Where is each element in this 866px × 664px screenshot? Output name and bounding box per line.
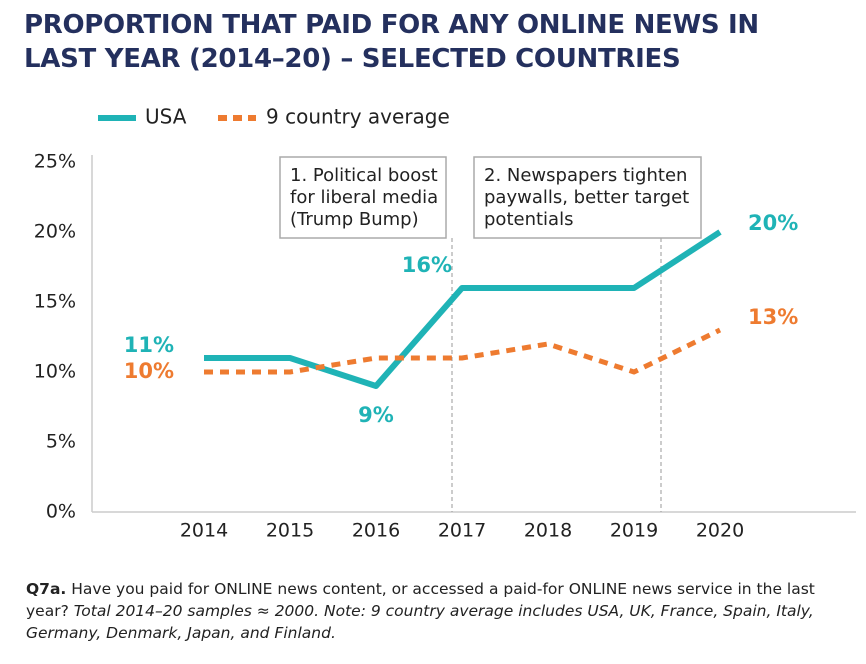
y-tick-label: 10% xyxy=(34,361,76,383)
x-tick-label: 2020 xyxy=(696,520,744,542)
y-tick-label: 25% xyxy=(34,151,76,173)
data-label: 10% xyxy=(124,359,174,383)
series-line xyxy=(204,327,722,375)
annotation-text: (Trump Bump) xyxy=(290,209,419,230)
legend-label: USA xyxy=(145,105,187,129)
data-label: 20% xyxy=(748,211,798,235)
note-label: Q7a. xyxy=(26,580,67,598)
x-tick-label: 2016 xyxy=(352,520,400,542)
annotation-text: 2. Newspapers tighten xyxy=(484,165,687,186)
annotation-box xyxy=(473,156,702,239)
y-tick-label: 5% xyxy=(46,431,76,453)
chart-title: PROPORTION THAT PAID FOR ANY ONLINE NEWS… xyxy=(24,10,759,74)
series-line xyxy=(204,229,722,389)
x-tick-label: 2014 xyxy=(180,520,228,542)
legend-label: 9 country average xyxy=(266,105,450,129)
annotation-text: for liberal media xyxy=(290,187,438,208)
data-label: 16% xyxy=(402,253,452,277)
x-tick-label: 2018 xyxy=(524,520,572,542)
x-tick-label: 2019 xyxy=(610,520,658,542)
annotation-text: paywalls, better target xyxy=(484,187,689,208)
data-label: 13% xyxy=(748,305,798,329)
y-tick-label: 20% xyxy=(34,221,76,243)
annotation-text: potentials xyxy=(484,209,573,230)
note-text: Have you paid for ONLINE news content, o… xyxy=(26,580,815,620)
data-label: 11% xyxy=(124,333,174,357)
x-tick-label: 2015 xyxy=(266,520,314,542)
y-tick-label: 15% xyxy=(34,291,76,313)
x-tick-label: 2017 xyxy=(438,520,486,542)
annotation-box xyxy=(279,156,447,239)
data-label: 9% xyxy=(358,403,394,427)
y-tick-label: 0% xyxy=(46,501,76,523)
note-italic: Total 2014–20 samples ≈ 2000. Note: 9 co… xyxy=(26,602,814,642)
footnote: Q7a. Have you paid for ONLINE news conte… xyxy=(26,578,856,644)
annotation-text: 1. Political boost xyxy=(290,165,438,186)
